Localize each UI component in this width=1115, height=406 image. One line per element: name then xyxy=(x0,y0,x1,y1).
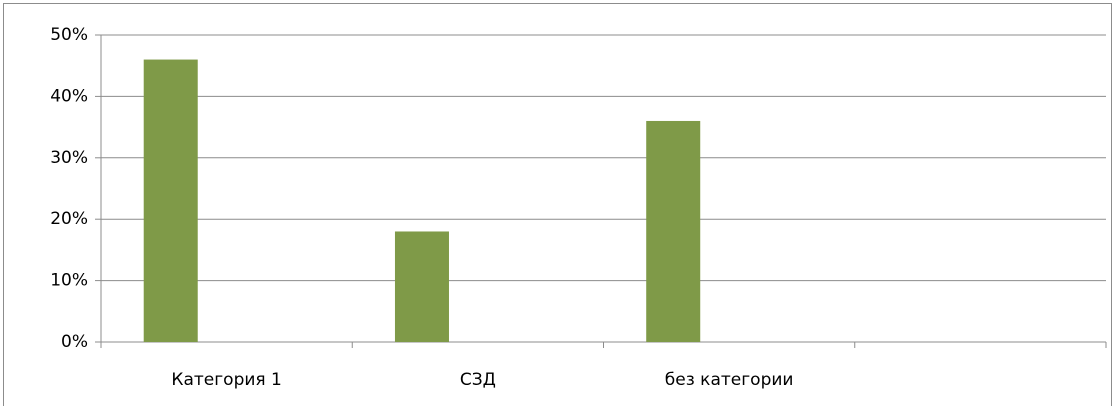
y-tick-label: 30% xyxy=(50,148,88,168)
bar xyxy=(143,59,198,343)
y-tick-label: 50% xyxy=(50,25,88,45)
x-tick-label: без категории xyxy=(665,370,794,390)
y-tick-label: 0% xyxy=(61,332,88,352)
x-tick-label: Категория 1 xyxy=(171,370,281,390)
y-tick-label: 10% xyxy=(50,271,88,291)
y-tick-label: 20% xyxy=(50,209,88,229)
bar xyxy=(646,120,701,343)
bar xyxy=(394,231,449,342)
chart-frame xyxy=(3,3,1112,406)
y-tick-label: 40% xyxy=(50,86,88,106)
x-tick-label: СЗД xyxy=(460,370,496,390)
